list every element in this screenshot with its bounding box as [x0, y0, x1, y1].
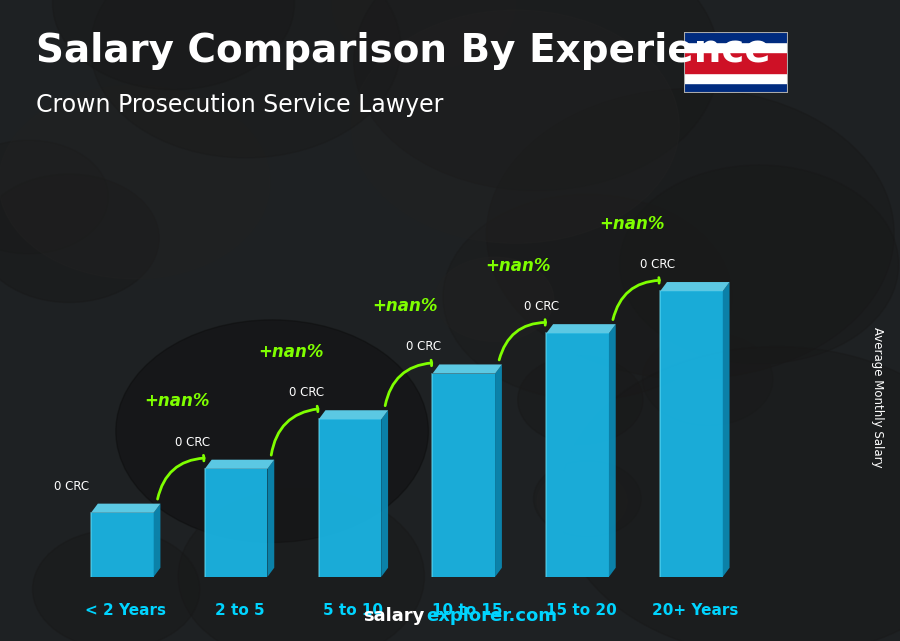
Text: 0 CRC: 0 CRC: [289, 387, 324, 399]
Polygon shape: [660, 282, 730, 291]
Text: Salary Comparison By Experience: Salary Comparison By Experience: [36, 32, 770, 70]
Polygon shape: [91, 504, 160, 513]
Polygon shape: [723, 282, 730, 577]
Circle shape: [0, 173, 172, 356]
Bar: [684, 42, 788, 53]
Circle shape: [0, 115, 169, 327]
Text: 0 CRC: 0 CRC: [176, 436, 211, 449]
Polygon shape: [546, 333, 609, 577]
Circle shape: [266, 231, 450, 362]
Circle shape: [489, 87, 583, 154]
Text: +nan%: +nan%: [144, 392, 210, 410]
Circle shape: [318, 325, 492, 449]
Polygon shape: [319, 410, 388, 419]
Bar: [684, 32, 788, 42]
Text: 0 CRC: 0 CRC: [524, 300, 559, 313]
Circle shape: [527, 0, 626, 36]
Polygon shape: [319, 419, 382, 577]
Circle shape: [156, 344, 373, 498]
Circle shape: [760, 449, 900, 553]
Text: Crown Prosecution Service Lawyer: Crown Prosecution Service Lawyer: [36, 93, 444, 117]
Text: 15 to 20: 15 to 20: [545, 603, 616, 617]
Circle shape: [352, 408, 589, 576]
Bar: [684, 83, 788, 93]
Polygon shape: [433, 374, 495, 577]
Polygon shape: [660, 291, 723, 577]
Circle shape: [129, 380, 285, 492]
Polygon shape: [609, 324, 616, 577]
Text: +nan%: +nan%: [486, 256, 551, 275]
Text: Average Monthly Salary: Average Monthly Salary: [871, 327, 884, 468]
Circle shape: [102, 283, 449, 530]
Bar: [684, 53, 788, 72]
Circle shape: [545, 538, 644, 608]
Polygon shape: [495, 365, 502, 577]
Polygon shape: [205, 469, 267, 577]
Text: 2 to 5: 2 to 5: [215, 603, 265, 617]
Text: 0 CRC: 0 CRC: [407, 340, 442, 353]
Polygon shape: [205, 460, 274, 469]
Text: 20+ Years: 20+ Years: [652, 603, 738, 617]
Text: 0 CRC: 0 CRC: [53, 479, 88, 493]
Polygon shape: [267, 460, 274, 577]
Text: salary: salary: [364, 607, 425, 625]
Text: 0 CRC: 0 CRC: [640, 258, 675, 271]
Polygon shape: [433, 365, 502, 374]
Circle shape: [788, 390, 900, 509]
Text: explorer.com: explorer.com: [427, 607, 558, 625]
Polygon shape: [546, 324, 616, 333]
Circle shape: [626, 384, 900, 641]
Polygon shape: [382, 410, 388, 577]
Circle shape: [653, 292, 745, 357]
Circle shape: [799, 0, 900, 79]
Text: 5 to 10: 5 to 10: [323, 603, 383, 617]
Text: +nan%: +nan%: [372, 297, 437, 315]
Text: +nan%: +nan%: [599, 215, 665, 233]
Circle shape: [0, 286, 410, 600]
Circle shape: [84, 331, 511, 637]
Text: +nan%: +nan%: [258, 343, 323, 361]
Polygon shape: [91, 513, 154, 577]
Text: 10 to 15: 10 to 15: [432, 603, 502, 617]
Circle shape: [196, 0, 598, 181]
Text: < 2 Years: < 2 Years: [86, 603, 166, 617]
Bar: [684, 72, 788, 83]
Polygon shape: [154, 504, 160, 577]
Circle shape: [94, 433, 201, 510]
